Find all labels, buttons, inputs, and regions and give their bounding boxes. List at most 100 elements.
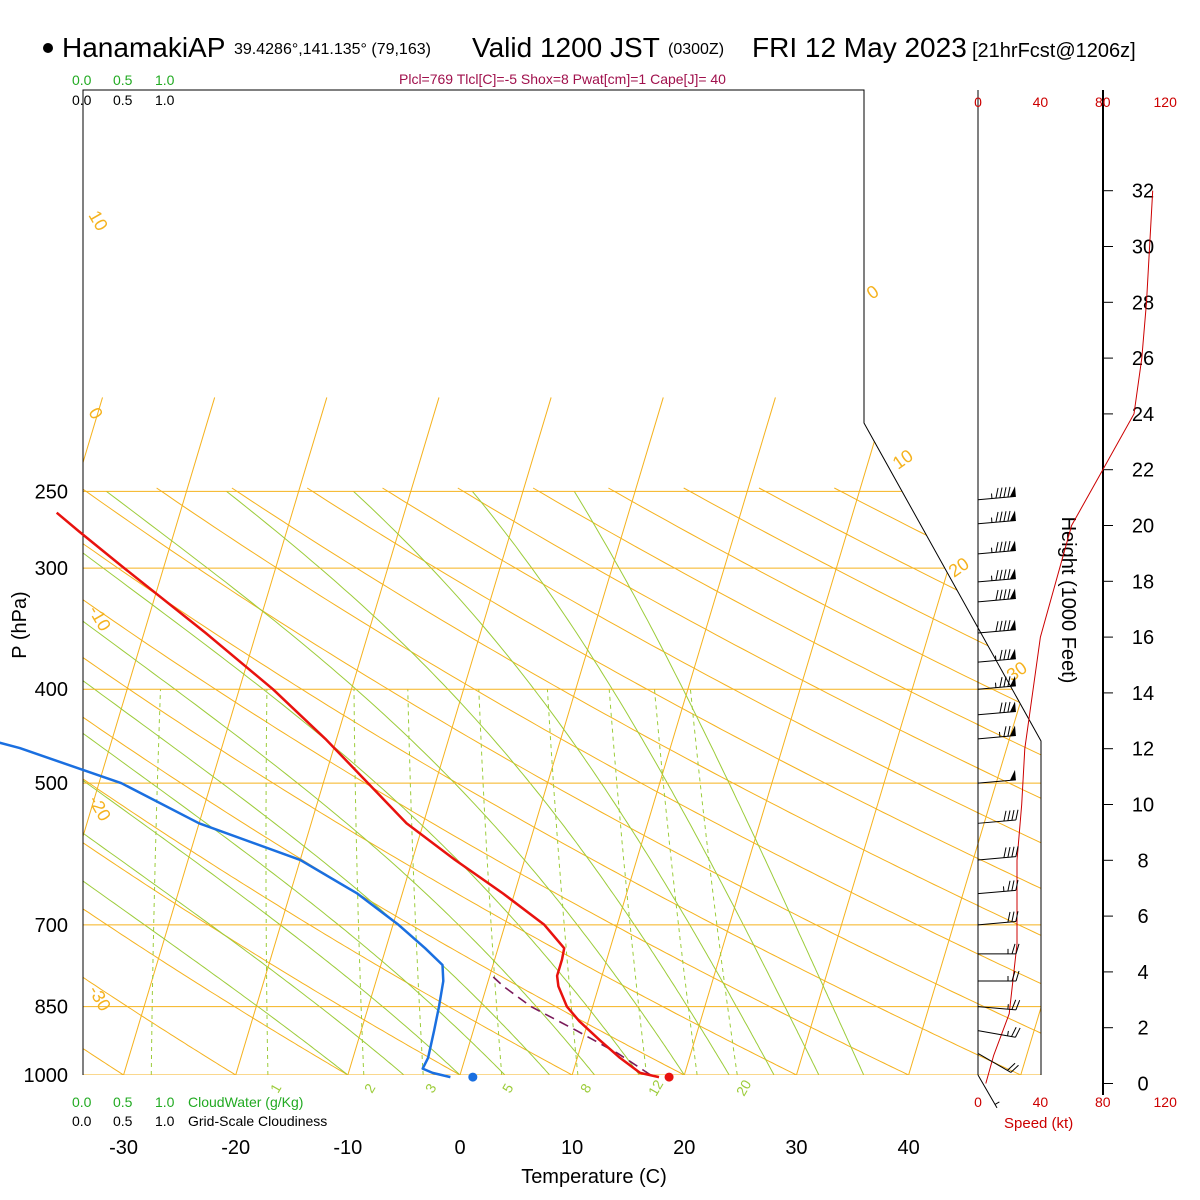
mixing-ratio-label: 5 bbox=[499, 1081, 517, 1096]
wind-barb-full bbox=[1015, 880, 1019, 891]
isotherm-line bbox=[111, 397, 328, 1075]
wind-barb-full bbox=[1003, 810, 1007, 822]
dry-adiabat-line bbox=[1060, 488, 1200, 1078]
isotherm-label: 10 bbox=[85, 207, 112, 234]
mixing-ratio-line bbox=[265, 689, 269, 1075]
cloudiness-scale-top-2: 1.0 bbox=[155, 92, 175, 108]
isotherm-line bbox=[783, 397, 1001, 1075]
temperature-tick-label: 20 bbox=[673, 1137, 695, 1159]
wind-barb-staff bbox=[977, 1030, 1016, 1038]
wind-barb-full bbox=[1007, 1062, 1016, 1071]
mixing-ratio-line bbox=[150, 689, 161, 1075]
mixing-ratio-label: 3 bbox=[422, 1081, 440, 1096]
height-axis-title: Height (1000 Feet) bbox=[1057, 517, 1079, 684]
wind-barb-staff bbox=[977, 921, 1016, 926]
wind-barb-pennant bbox=[1009, 510, 1016, 521]
wind-barb-full bbox=[1007, 880, 1011, 892]
isotherm-line bbox=[335, 397, 552, 1075]
diagram-frame bbox=[82, 89, 1042, 1075]
height-tick-label: 18 bbox=[1132, 571, 1154, 593]
wind-barb-staff bbox=[977, 685, 1016, 690]
wind-barb-staff bbox=[977, 495, 1016, 501]
height-tick-label: 16 bbox=[1132, 627, 1154, 649]
cloud-water-scale-top-0: 0.0 bbox=[72, 72, 92, 88]
speed-tick-label-top: 120 bbox=[1154, 94, 1178, 110]
wind-barb-full bbox=[1007, 911, 1011, 923]
wind-barb-full bbox=[1003, 676, 1007, 688]
wind-barb-full bbox=[1015, 943, 1020, 955]
pressure-tick-label: 850 bbox=[35, 997, 68, 1019]
profile-layer bbox=[0, 511, 674, 1082]
cloud-water-scale-top-2: 1.0 bbox=[155, 72, 175, 88]
valid-date: FRI 12 May 2023 bbox=[752, 32, 967, 63]
cloudiness-scale-top-0: 0.0 bbox=[72, 92, 92, 108]
wind-barb-full bbox=[1003, 620, 1007, 631]
wind-barb-full bbox=[995, 570, 999, 581]
wind-barb-full bbox=[995, 487, 999, 499]
height-tick-label: 20 bbox=[1132, 516, 1154, 538]
temperature-line bbox=[55, 511, 660, 1079]
forecast-info: [21hrFcst@1206z] bbox=[972, 40, 1136, 62]
wind-barb bbox=[977, 648, 1016, 663]
wind-barb-full bbox=[1011, 943, 1016, 955]
wind-barb-full bbox=[1015, 911, 1019, 922]
speed-tick-label-top: 0 bbox=[974, 94, 982, 110]
wind-barb-full bbox=[1011, 1026, 1017, 1037]
wind-layer bbox=[977, 190, 1154, 1109]
wind-barb-full bbox=[1007, 620, 1011, 631]
moist-adiabat-line bbox=[83, 491, 405, 1075]
cloud-water-scale-bottom-2: 1.0 bbox=[155, 1094, 175, 1110]
dry-adiabat-line bbox=[382, 487, 1041, 1075]
dry-adiabat-label: 20 bbox=[945, 553, 973, 581]
wind-barb bbox=[977, 588, 1016, 603]
wind-barb-full bbox=[1007, 810, 1011, 821]
wind-barb-full bbox=[1003, 541, 1007, 552]
dry-adiabat-line bbox=[83, 487, 1029, 1075]
wind-barb-full bbox=[999, 589, 1003, 601]
isotherm-line bbox=[671, 397, 889, 1075]
wind-barb-pennant bbox=[1009, 486, 1016, 497]
wind-barb-full bbox=[1007, 676, 1011, 687]
moist-adiabat-line bbox=[573, 491, 865, 1075]
wind-barb bbox=[977, 540, 1016, 555]
mixing-ratio-line bbox=[407, 689, 424, 1075]
speed-tick-label-bottom: 80 bbox=[1095, 1094, 1111, 1110]
wind-barb-full bbox=[1007, 486, 1011, 498]
speed-tick-label-top: 40 bbox=[1033, 94, 1049, 110]
x-axis-title: Temperature (C) bbox=[521, 1166, 667, 1188]
wind-barb-full bbox=[1011, 999, 1017, 1010]
wind-barb-full bbox=[1007, 588, 1011, 600]
wind-barb-full bbox=[999, 702, 1003, 713]
dry-adiabat-line bbox=[83, 487, 1041, 1075]
surface-temperature-dot bbox=[664, 1072, 674, 1082]
wind-barb-full bbox=[995, 541, 999, 553]
wind-barb-full bbox=[1015, 1000, 1021, 1011]
wind-barb-full bbox=[999, 676, 1003, 688]
moist-adiabat-line bbox=[83, 491, 640, 1075]
dry-adiabat-line bbox=[156, 487, 1041, 1075]
dry-adiabat-line bbox=[306, 487, 1041, 1075]
dewpoint-line bbox=[0, 741, 451, 1079]
wind-barb-pennant bbox=[1009, 568, 1016, 580]
wind-barb bbox=[977, 880, 1019, 895]
wind-barb-staff bbox=[977, 519, 1016, 525]
wind-barb-staff bbox=[977, 889, 1016, 895]
wind-barb-full bbox=[1011, 880, 1015, 891]
height-tick-label: 6 bbox=[1137, 906, 1148, 928]
speed-axis-title: Speed (kt) bbox=[1004, 1115, 1073, 1132]
pressure-tick-label: 300 bbox=[35, 558, 68, 580]
cloudiness-scale-bottom-0: 0.0 bbox=[72, 1113, 92, 1129]
wind-barb-full bbox=[1003, 847, 1007, 858]
mixing-ratio-label: 2 bbox=[361, 1081, 379, 1096]
isotherm-line bbox=[447, 397, 664, 1075]
wind-barb-full bbox=[1003, 702, 1007, 713]
wind-barb-full bbox=[1003, 649, 1007, 660]
isotherm-label: -30 bbox=[85, 982, 115, 1015]
wind-barb bbox=[977, 846, 1019, 861]
temperature-tick-label: 30 bbox=[785, 1137, 807, 1159]
cloud-water-scale-bottom-0: 0.0 bbox=[72, 1094, 92, 1110]
wind-barb-full bbox=[1011, 846, 1015, 858]
wind-barb bbox=[977, 725, 1016, 740]
